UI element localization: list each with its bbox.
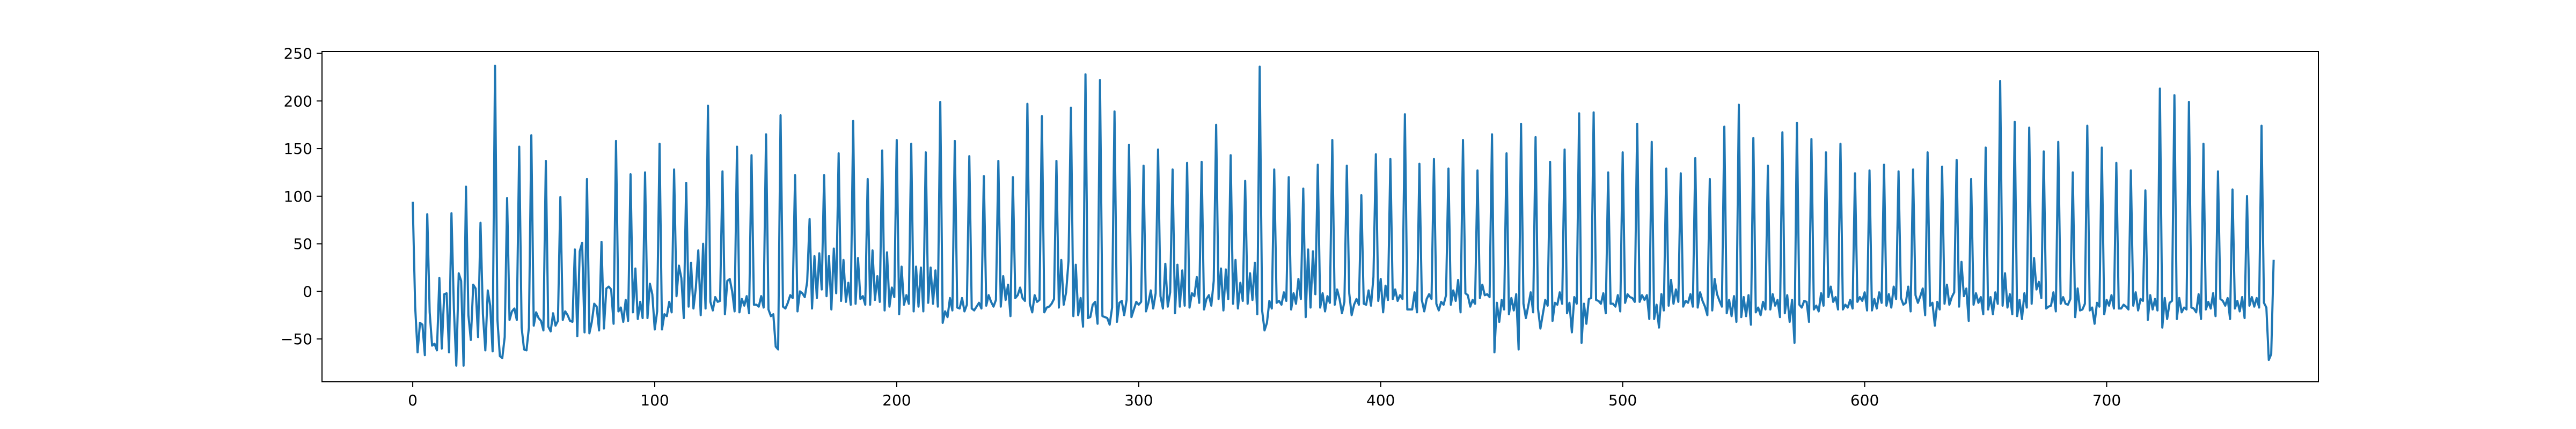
x-tick-label: 200 [882,391,911,409]
plot-area [322,51,2318,382]
axes-frame [321,51,2319,382]
series-line-1 [412,64,2275,367]
x-axis: 0 100 200 300 400 500 600 700 [408,382,2121,409]
x-tick-label: 500 [1608,391,1637,409]
x-tick-label: 600 [1850,391,1879,409]
plot-background [322,51,2318,382]
x-tick-label: 0 [408,391,418,409]
y-axis: −50 0 50 100 150 200 250 [281,45,322,348]
y-tick-label: 0 [303,283,312,300]
y-tick-label: −50 [281,330,312,348]
x-tick-label: 400 [1366,391,1395,409]
y-tick-label: 50 [293,235,312,253]
y-tick-label: 100 [284,188,312,205]
x-tick-label: 700 [2092,391,2121,409]
y-tick-label: 250 [284,45,312,63]
x-tick-label: 300 [1124,391,1153,409]
series-layer [412,64,2275,367]
y-tick-label: 200 [284,92,312,110]
x-tick-label: 100 [640,391,669,409]
y-tick-label: 150 [284,140,312,158]
